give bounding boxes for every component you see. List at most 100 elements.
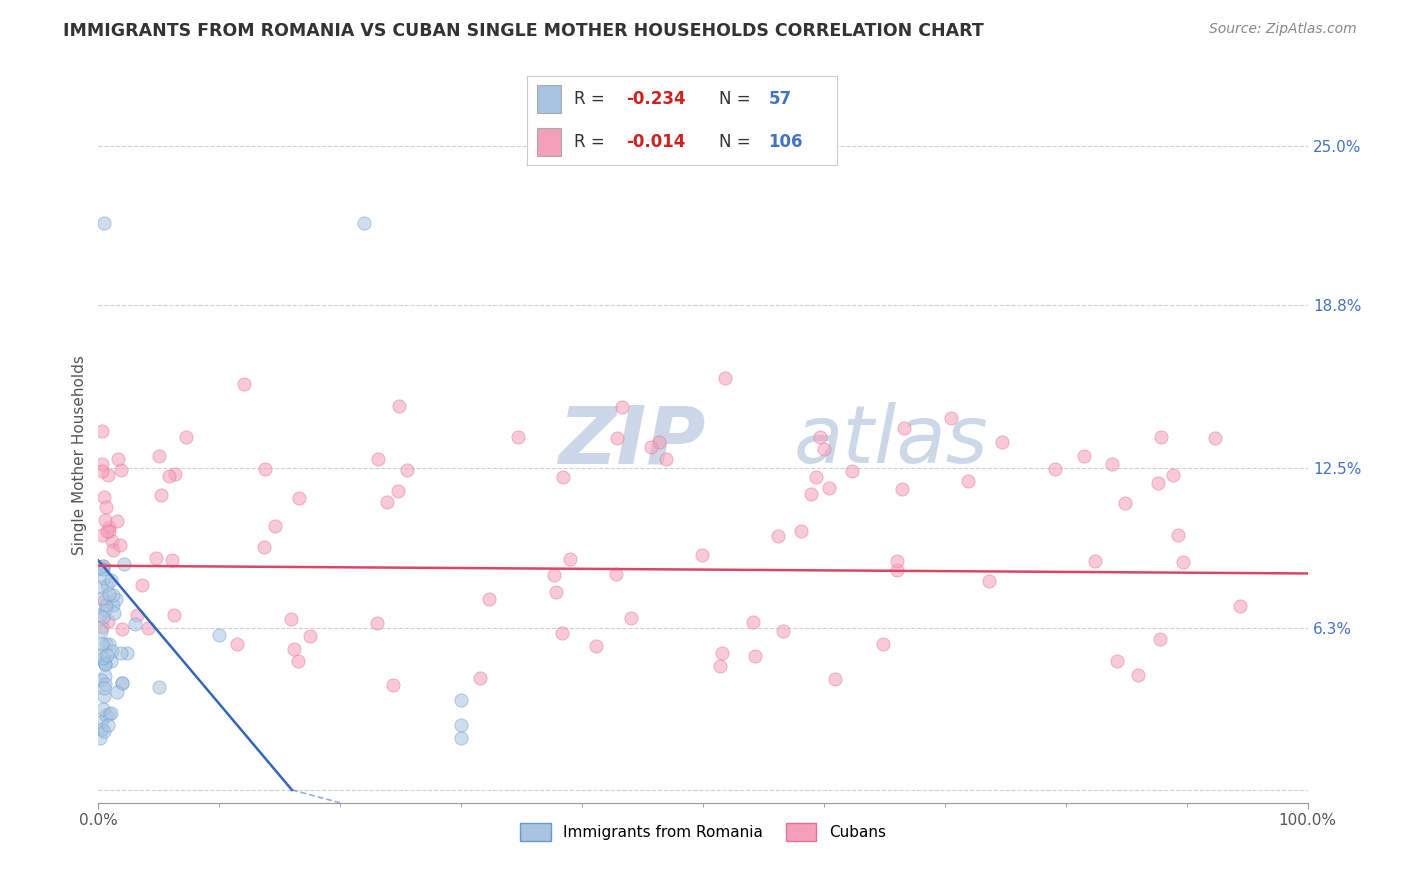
Point [163,607,186,622]
Point [1114,496,1136,510]
Point [232,377,254,392]
Point [91,620,114,634]
Point [226,637,249,651]
Point [90,624,112,639]
Point [98,637,121,651]
FancyBboxPatch shape [537,85,561,113]
Point [506,430,529,444]
Point [610,400,633,414]
Point [89,731,111,745]
Point [817,482,839,496]
Point [93,490,115,504]
Y-axis label: Single Mother Households: Single Mother Households [72,355,87,555]
Point [1105,654,1128,668]
Point [91,650,114,665]
Point [98,520,121,534]
Point [470,671,492,685]
Point [891,482,914,496]
Point [283,642,305,657]
Point [100,574,122,588]
Point [977,574,1000,588]
Point [90,714,112,729]
Point [252,541,274,555]
Text: 57: 57 [769,90,792,108]
Point [1163,468,1185,483]
Point [606,431,628,445]
Point [450,692,472,706]
Point [117,646,139,660]
Point [546,584,568,599]
Point [605,566,627,581]
Point [101,644,124,658]
Point [94,513,117,527]
Point [148,449,170,463]
Point [1045,462,1067,476]
Point [808,430,831,444]
Point [160,553,183,567]
Point [100,706,122,720]
Point [388,399,411,413]
Point [288,491,311,505]
Point [97,587,120,601]
Point [97,467,120,482]
Text: Source: ZipAtlas.com: Source: ZipAtlas.com [1209,22,1357,37]
Point [98,524,121,539]
Point [1073,449,1095,463]
Point [90,722,112,736]
Point [103,606,125,620]
Point [100,655,122,669]
Point [264,519,287,533]
Point [101,588,124,602]
Text: atlas: atlas [793,402,988,480]
Point [91,562,114,576]
Point [766,528,789,542]
Point [654,451,676,466]
Point [93,657,115,671]
Text: IMMIGRANTS FROM ROMANIA VS CUBAN SINGLE MOTHER HOUSEHOLDS CORRELATION CHART: IMMIGRANTS FROM ROMANIA VS CUBAN SINGLE … [63,22,984,40]
Point [377,495,399,509]
Point [254,462,277,476]
Point [824,672,846,686]
Point [1205,431,1227,445]
Point [367,452,389,467]
Text: R =: R = [574,90,605,108]
Point [93,216,115,230]
Point [94,500,117,514]
Point [107,452,129,467]
Point [772,624,794,638]
Point [893,421,915,435]
Point [94,637,117,651]
Text: N =: N = [718,133,751,151]
Point [991,434,1014,449]
Point [280,612,302,626]
Point [744,648,766,663]
Point [1150,430,1173,444]
Point [136,621,159,635]
Point [96,524,118,538]
Text: -0.014: -0.014 [626,133,686,151]
Point [101,534,124,549]
Point [1126,667,1149,681]
Point [450,718,472,732]
Point [478,591,501,606]
Point [94,603,117,617]
Point [841,464,863,478]
Point [105,685,128,699]
Point [1167,527,1189,541]
Point [551,470,574,484]
Text: -0.234: -0.234 [626,90,686,108]
Point [93,594,115,608]
Point [620,611,643,625]
Point [165,467,187,481]
Point [710,646,733,660]
Point [112,558,135,572]
Point [690,548,713,562]
Point [91,559,114,574]
Point [91,609,114,624]
Point [640,441,662,455]
Point [108,538,131,552]
Point [145,551,167,566]
Point [91,424,114,438]
Point [148,680,170,694]
Point [110,646,132,660]
